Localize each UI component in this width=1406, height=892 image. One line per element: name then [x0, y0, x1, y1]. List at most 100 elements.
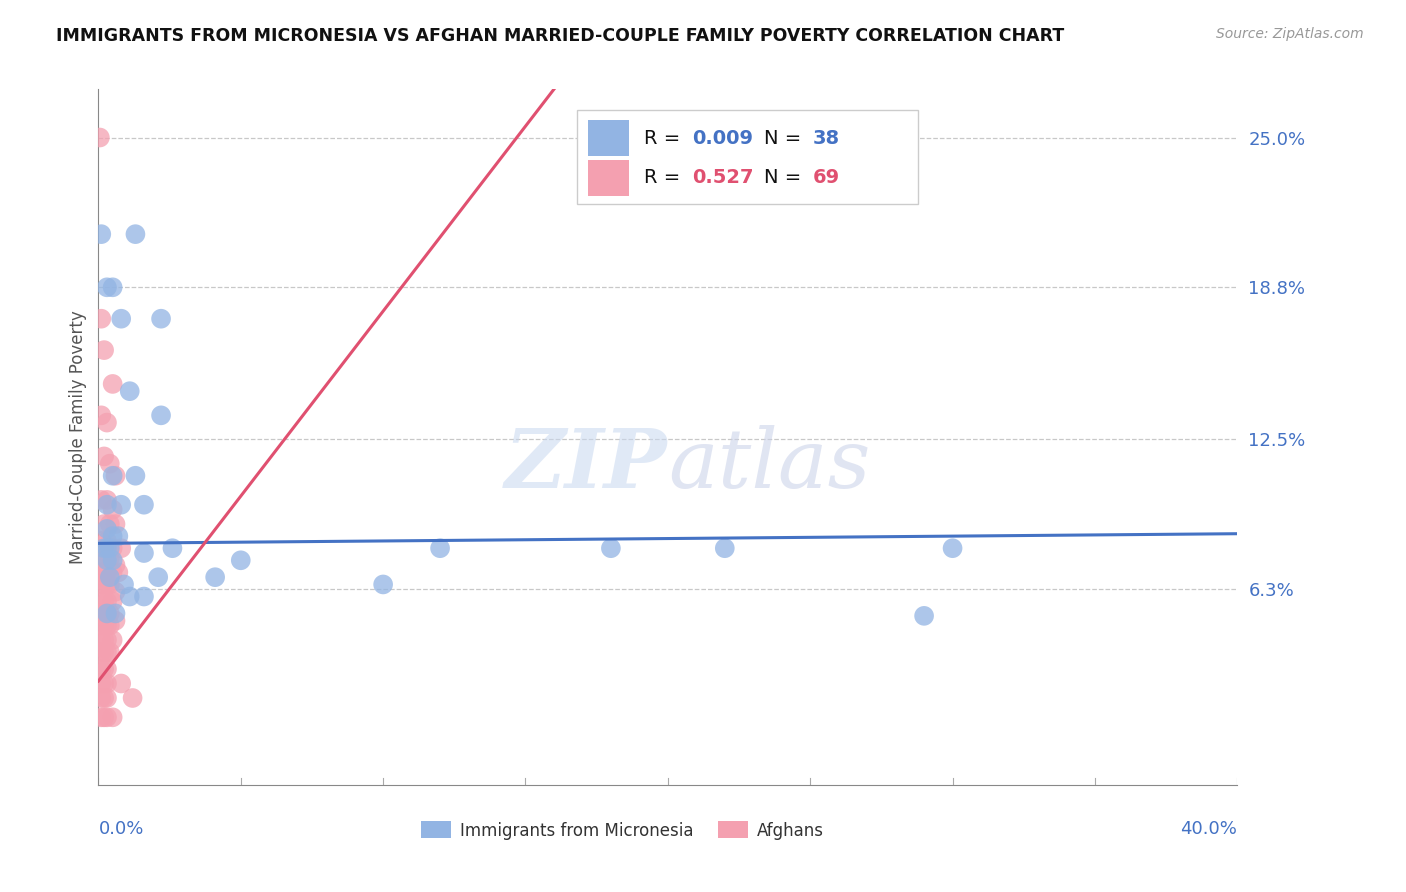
- Point: [118, 384, 141, 399]
- Point: [90, 492, 112, 507]
- Point: [93, 566, 115, 580]
- Point: [90, 633, 112, 648]
- Point: [104, 614, 127, 628]
- Point: [98, 541, 121, 556]
- Point: [429, 541, 451, 556]
- Point: [112, 577, 135, 591]
- Point: [98, 570, 121, 584]
- Text: 0.527: 0.527: [692, 169, 754, 187]
- Point: [93, 594, 115, 608]
- Text: 69: 69: [813, 169, 839, 187]
- Point: [101, 633, 124, 648]
- Point: [132, 498, 155, 512]
- Point: [101, 541, 124, 556]
- Point: [96, 710, 118, 724]
- Point: [90, 550, 112, 565]
- Point: [101, 502, 124, 516]
- Text: 38: 38: [813, 128, 839, 148]
- Point: [98, 517, 121, 532]
- Point: [90, 676, 112, 690]
- Point: [93, 618, 115, 632]
- Point: [101, 710, 124, 724]
- Text: R =: R =: [644, 128, 686, 148]
- Point: [600, 541, 623, 556]
- Point: [96, 566, 118, 580]
- Point: [90, 690, 112, 705]
- Point: [98, 577, 121, 591]
- Point: [90, 577, 112, 591]
- Point: [229, 553, 252, 567]
- Point: [96, 280, 118, 294]
- Point: [101, 280, 124, 294]
- Point: [93, 645, 115, 659]
- Point: [96, 607, 118, 621]
- Point: [96, 662, 118, 676]
- Point: [96, 416, 118, 430]
- Point: [101, 594, 124, 608]
- Point: [110, 498, 132, 512]
- Point: [90, 607, 112, 621]
- Point: [98, 550, 121, 565]
- Point: [96, 498, 118, 512]
- Text: 40.0%: 40.0%: [1181, 820, 1237, 838]
- Y-axis label: Married-Couple Family Poverty: Married-Couple Family Poverty: [69, 310, 87, 564]
- Point: [93, 662, 115, 676]
- Point: [148, 570, 170, 584]
- Point: [150, 311, 173, 326]
- Point: [90, 566, 112, 580]
- Text: N =: N =: [763, 169, 807, 187]
- Point: [132, 590, 155, 604]
- Point: [96, 594, 118, 608]
- Text: 0.0%: 0.0%: [98, 820, 143, 838]
- Text: ZIP: ZIP: [505, 425, 668, 505]
- Point: [110, 311, 132, 326]
- Point: [373, 577, 395, 591]
- Point: [912, 608, 935, 623]
- Point: [96, 676, 118, 690]
- Point: [93, 550, 115, 565]
- Point: [93, 633, 115, 648]
- Point: [90, 710, 112, 724]
- Text: 0.009: 0.009: [692, 128, 752, 148]
- Text: R =: R =: [644, 169, 686, 187]
- Point: [121, 690, 143, 705]
- Text: Source: ZipAtlas.com: Source: ZipAtlas.com: [1216, 27, 1364, 41]
- Point: [89, 130, 111, 145]
- Point: [110, 541, 132, 556]
- Point: [93, 577, 115, 591]
- Point: [96, 633, 118, 648]
- Point: [96, 541, 118, 556]
- Point: [93, 710, 115, 724]
- Point: [90, 594, 112, 608]
- Point: [101, 376, 124, 391]
- Point: [107, 566, 129, 580]
- Point: [204, 570, 226, 584]
- Point: [98, 607, 121, 621]
- Point: [132, 546, 155, 560]
- Point: [93, 676, 115, 690]
- Legend: Immigrants from Micronesia, Afghans: Immigrants from Micronesia, Afghans: [415, 814, 830, 847]
- Point: [90, 662, 112, 676]
- Point: [93, 343, 115, 358]
- Point: [124, 468, 146, 483]
- Point: [101, 566, 124, 580]
- Point: [104, 517, 127, 532]
- Point: [96, 492, 118, 507]
- Text: N =: N =: [763, 128, 807, 148]
- Point: [93, 690, 115, 705]
- Point: [101, 553, 124, 567]
- Point: [714, 541, 737, 556]
- Point: [118, 590, 141, 604]
- Point: [942, 541, 965, 556]
- Point: [96, 645, 118, 659]
- Point: [104, 607, 127, 621]
- Text: atlas: atlas: [668, 425, 870, 505]
- Point: [98, 457, 121, 471]
- Point: [96, 577, 118, 591]
- Point: [96, 618, 118, 632]
- Point: [90, 409, 112, 423]
- Point: [98, 618, 121, 632]
- Point: [93, 517, 115, 532]
- Point: [162, 541, 184, 556]
- Point: [110, 676, 132, 690]
